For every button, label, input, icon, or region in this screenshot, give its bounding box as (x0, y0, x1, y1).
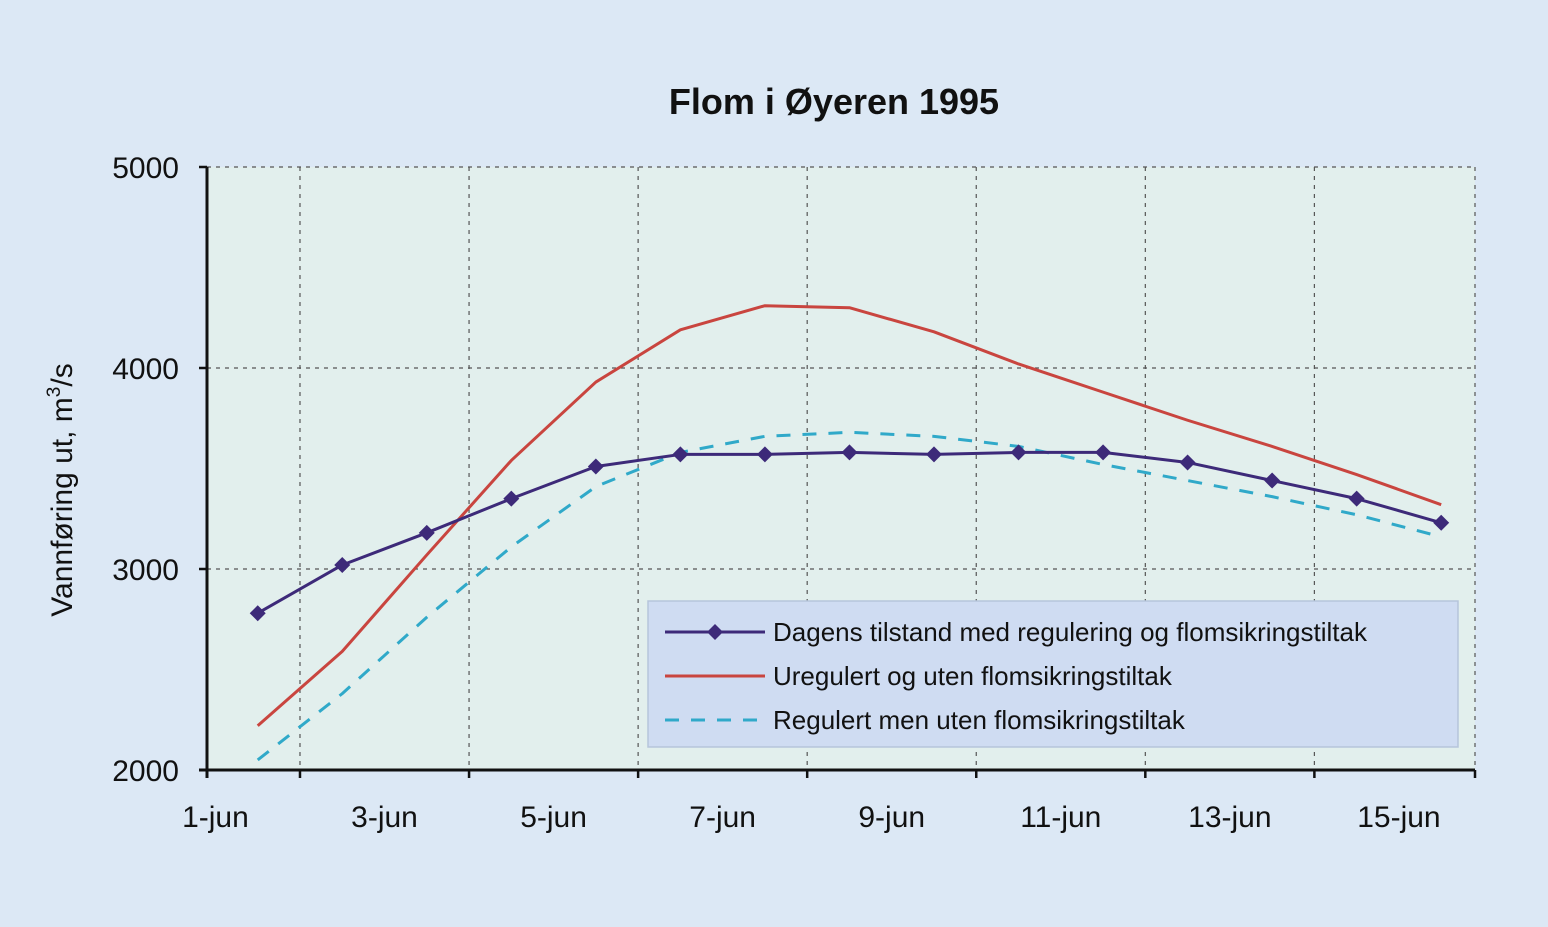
x-tick-label: 5-jun (520, 801, 587, 834)
y-tick-labels: 2000 3000 4000 5000 (112, 152, 179, 788)
data-point-dagens (1264, 472, 1281, 489)
x-tick-label: 3-jun (351, 801, 418, 834)
data-point-dagens (1179, 454, 1196, 471)
y-axis-label-main: Vannføring ut, m (46, 397, 79, 617)
data-point-dagens (334, 556, 351, 573)
x-tick-label: 7-jun (689, 801, 756, 834)
data-point-dagens (587, 458, 604, 475)
y-tick-label: 5000 (112, 152, 179, 185)
x-tick-label: 13-jun (1188, 801, 1271, 834)
y-axis-label: Vannføring ut, m3/s (44, 363, 79, 616)
x-tick-labels: 1-jun 3-jun 5-jun 7-jun 9-jun 11-jun 13-jun 15-… (182, 801, 1441, 834)
data-point-dagens (841, 444, 858, 461)
legend-label-regulert: Regulert men uten flomsikringstiltak (773, 705, 1186, 735)
data-point-dagens (503, 490, 520, 507)
chart-title: Flom i Øyeren 1995 (669, 81, 999, 122)
data-point-dagens (672, 446, 689, 463)
series-line-regulert (256, 430, 1442, 762)
y-tick-label: 4000 (112, 353, 179, 386)
data-point-dagens (1433, 514, 1450, 531)
data-point-dagens (1010, 444, 1027, 461)
axes (199, 165, 1477, 778)
legend-background (647, 600, 1459, 748)
legend: Dagens tilstand med regulering og flomsi… (647, 600, 1459, 748)
y-tick-label: 2000 (112, 755, 179, 788)
legend-label-uregulert: Uregulert og uten flomsikringstiltak (773, 661, 1173, 691)
y-tick-label: 3000 (112, 554, 179, 587)
x-tick-label: 1-jun (182, 801, 249, 834)
y-axis-label-tail: /s (46, 363, 79, 386)
data-point-dagens (1348, 490, 1365, 507)
data-point-dagens (756, 446, 773, 463)
series-layer (249, 304, 1450, 762)
x-tick-label: 15-jun (1357, 801, 1440, 834)
data-point-dagens (925, 446, 942, 463)
legend-label-dagens: Dagens tilstand med regulering og flomsi… (773, 617, 1368, 647)
y-axis-label-sup: 3 (44, 387, 65, 398)
data-point-dagens (418, 524, 435, 541)
x-tick-label: 9-jun (858, 801, 925, 834)
series-line-uregulert (256, 304, 1442, 727)
grid-lines (207, 166, 1476, 770)
data-point-dagens (249, 605, 266, 622)
data-point-dagens (1095, 444, 1112, 461)
legend-marker-dagens (707, 624, 723, 640)
x-tick-label: 11-jun (1020, 801, 1101, 834)
